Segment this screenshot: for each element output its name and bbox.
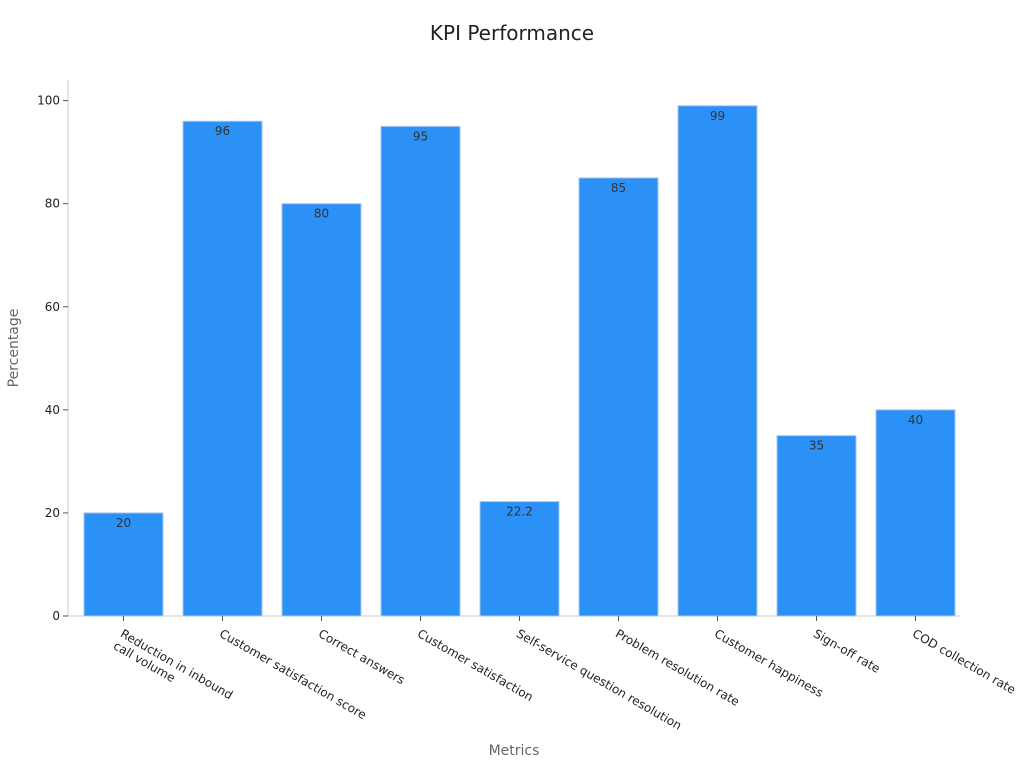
x-axis-ticks: Reduction in inboundcall volume Customer … (111, 616, 1018, 733)
y-axis-title: Percentage (6, 309, 22, 388)
x-tick-label: Self-service question resolution (514, 626, 684, 732)
bar (380, 125, 461, 617)
bar (83, 512, 164, 617)
bar-value-label: 40 (908, 413, 923, 427)
chart-title: KPI Performance (430, 21, 594, 45)
bar (578, 177, 659, 617)
bar (479, 501, 560, 617)
bar (776, 435, 857, 617)
y-tick-label: 80 (45, 197, 60, 211)
x-tick-label: Correct answers (316, 626, 407, 687)
y-tick-label: 100 (37, 94, 60, 108)
y-tick-label: 0 (52, 609, 60, 623)
bar (677, 105, 758, 617)
x-tick-label-line: Correct answers (316, 626, 407, 687)
bar (875, 409, 956, 617)
bar-value-label: 35 (809, 439, 824, 453)
x-tick-label: Sign-off rate (811, 626, 883, 675)
x-tick-label: Reduction in inboundcall volume (111, 626, 235, 714)
y-tick-label: 20 (45, 506, 60, 520)
bar-value-label: 20 (116, 516, 131, 530)
bar-value-label: 99 (710, 109, 725, 123)
bar-value-label: 96 (215, 124, 230, 138)
x-axis-title: Metrics (489, 743, 540, 759)
bar-value-label: 95 (413, 129, 428, 143)
x-tick-label: COD collection rate (910, 626, 1018, 696)
y-tick-label: 60 (45, 300, 60, 314)
bar-value-label: 85 (611, 181, 626, 195)
bar-value-label: 80 (314, 207, 329, 221)
x-tick-label-line: Self-service question resolution (514, 626, 684, 732)
x-tick-label-line: COD collection rate (910, 626, 1018, 696)
y-tick-label: 40 (45, 403, 60, 417)
x-tick-label-line: Sign-off rate (811, 626, 883, 675)
bar (182, 120, 263, 617)
bar (281, 203, 362, 617)
y-axis-ticks: 0 20 40 60 80 100 (37, 94, 68, 623)
bar-value-label: 22.2 (506, 505, 533, 519)
bar-series: 20 96 80 95 22.2 85 99 35 40 (83, 105, 956, 617)
